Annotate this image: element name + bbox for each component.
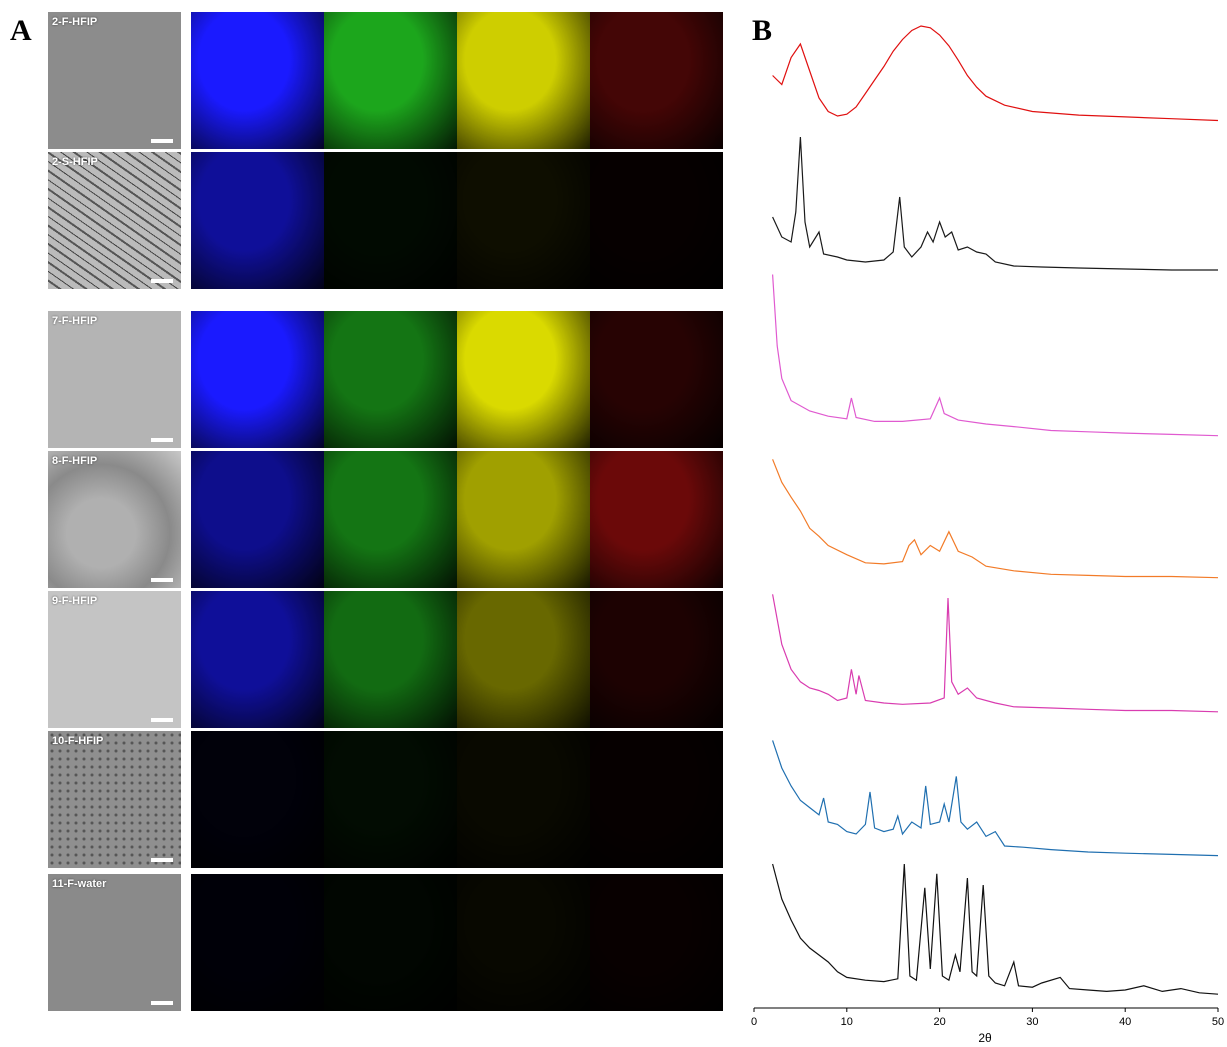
brightfield-image: 11-F-water — [48, 874, 181, 1011]
x-tick-label: 10 — [841, 1016, 853, 1028]
x-tick-label: 40 — [1119, 1016, 1131, 1028]
panel-a-letter: A — [10, 14, 32, 47]
x-tick-label: 30 — [1026, 1016, 1038, 1028]
sample-label: 2-S-HFIP — [52, 156, 98, 168]
xrd-pattern-line — [772, 25, 1219, 122]
red-fluorescence-channel — [590, 12, 723, 149]
micrograph-row: 9-F-HFIP — [0, 591, 730, 728]
x-tick-label: 20 — [933, 1016, 945, 1028]
scale-bar — [151, 438, 173, 442]
green-fluorescence-channel — [324, 12, 457, 149]
blue-fluorescence-channel — [191, 731, 324, 868]
micrograph-row: 2-F-HFIP — [0, 12, 730, 149]
brightfield-image: 2-S-HFIP — [48, 152, 181, 289]
blue-fluorescence-channel — [191, 591, 324, 728]
red-fluorescence-channel — [590, 874, 723, 1011]
green-fluorescence-channel — [324, 451, 457, 588]
yellow-fluorescence-channel — [457, 311, 590, 448]
blue-fluorescence-channel — [191, 152, 324, 289]
micrograph-row: 2-S-HFIP — [0, 152, 730, 289]
red-fluorescence-channel — [590, 311, 723, 448]
red-fluorescence-channel — [590, 451, 723, 588]
scale-bar — [151, 279, 173, 283]
brightfield-image: 9-F-HFIP — [48, 591, 181, 728]
xrd-pattern-line — [772, 274, 1219, 437]
scale-bar — [151, 139, 173, 143]
scale-bar — [151, 578, 173, 582]
green-fluorescence-channel — [324, 311, 457, 448]
brightfield-image: 8-F-HFIP — [48, 451, 181, 588]
brightfield-image: 10-F-HFIP — [48, 731, 181, 868]
xrd-pattern-line — [772, 863, 1219, 995]
xrd-pattern-line — [772, 594, 1219, 713]
red-fluorescence-channel — [590, 591, 723, 728]
green-fluorescence-channel — [324, 874, 457, 1011]
brightfield-image: 2-F-HFIP — [48, 12, 181, 149]
yellow-fluorescence-channel — [457, 731, 590, 868]
scale-bar — [151, 718, 173, 722]
yellow-fluorescence-channel — [457, 152, 590, 289]
micrograph-row: 10-F-HFIP — [0, 731, 730, 868]
green-fluorescence-channel — [324, 591, 457, 728]
scale-bar — [151, 1001, 173, 1005]
sample-label: 2-F-HFIP — [52, 16, 98, 28]
panel-b-xrd-chart: 0 10 20 30 40 50 2θ — [751, 25, 1224, 1045]
yellow-fluorescence-channel — [457, 591, 590, 728]
yellow-fluorescence-channel — [457, 451, 590, 588]
micrograph-row: 11-F-water — [0, 874, 730, 1011]
xrd-pattern-line — [772, 459, 1219, 579]
panel-b-letter: B — [752, 14, 773, 47]
x-tick-label: 50 — [1212, 1016, 1224, 1028]
scale-bar — [151, 858, 173, 862]
micrograph-row: 8-F-HFIP — [0, 451, 730, 588]
green-fluorescence-channel — [324, 152, 457, 289]
sample-label: 10-F-HFIP — [52, 735, 104, 747]
x-axis-label: 2θ — [978, 1031, 992, 1045]
green-fluorescence-channel — [324, 731, 457, 868]
blue-fluorescence-channel — [191, 874, 324, 1011]
red-fluorescence-channel — [590, 731, 723, 868]
sample-label: 8-F-HFIP — [52, 455, 98, 467]
x-tick-label: 0 — [751, 1016, 757, 1028]
blue-fluorescence-channel — [191, 451, 324, 588]
sample-label: 9-F-HFIP — [52, 595, 98, 607]
blue-fluorescence-channel — [191, 12, 324, 149]
xrd-pattern-line — [772, 740, 1219, 857]
sample-label: 11-F-water — [52, 878, 107, 890]
red-fluorescence-channel — [590, 152, 723, 289]
blue-fluorescence-channel — [191, 311, 324, 448]
yellow-fluorescence-channel — [457, 12, 590, 149]
brightfield-image: 7-F-HFIP — [48, 311, 181, 448]
sample-label: 7-F-HFIP — [52, 315, 98, 327]
xrd-pattern-line — [772, 136, 1218, 271]
micrograph-row: 7-F-HFIP — [0, 311, 730, 448]
yellow-fluorescence-channel — [457, 874, 590, 1011]
